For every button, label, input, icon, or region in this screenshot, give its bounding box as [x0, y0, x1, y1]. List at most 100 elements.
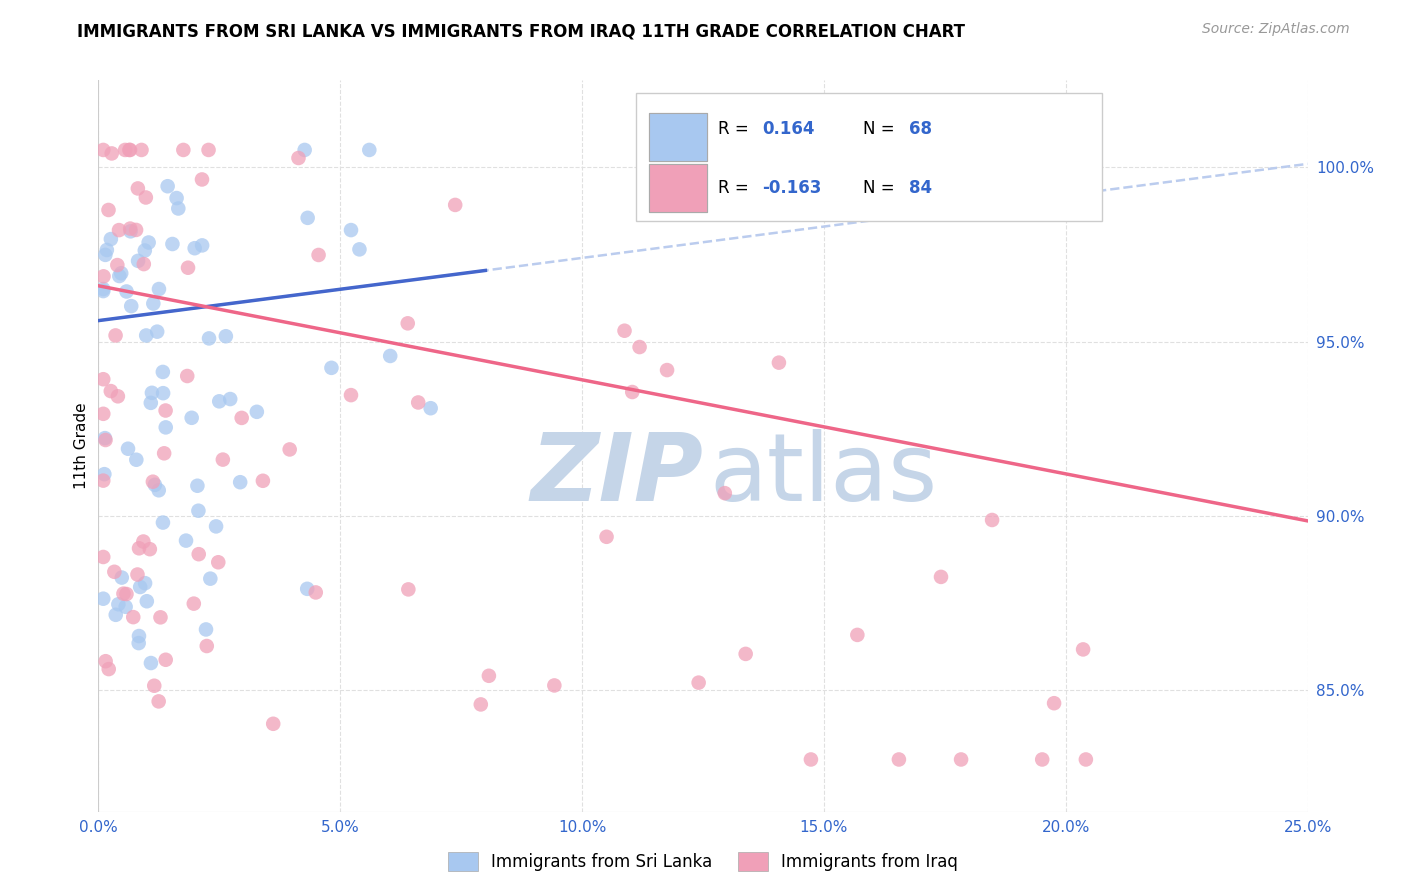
- Point: [207, 555, 229, 569]
- Point: [114, 599, 136, 614]
- Point: [94, 248, 117, 262]
- Point: [128, 629, 150, 643]
- Point: [211, 452, 233, 467]
- Point: [103, 565, 125, 579]
- Point: [155, 403, 177, 417]
- Point: [134, 244, 156, 258]
- Point: [104, 607, 127, 622]
- Point: [139, 542, 162, 557]
- Point: [143, 679, 166, 693]
- Point: [134, 576, 156, 591]
- Point: [107, 597, 129, 611]
- Point: [297, 211, 319, 225]
- Point: [191, 238, 214, 252]
- Point: [91, 407, 114, 421]
- Text: 68: 68: [908, 120, 932, 138]
- Point: [149, 610, 172, 624]
- Point: [340, 223, 363, 237]
- Point: [139, 656, 162, 670]
- Point: [470, 698, 492, 712]
- Point: [120, 221, 142, 235]
- Point: [198, 331, 221, 345]
- Point: [229, 475, 252, 490]
- Point: [929, 570, 952, 584]
- Point: [628, 340, 651, 354]
- Point: [143, 478, 166, 492]
- Point: [419, 401, 441, 416]
- Point: [125, 223, 148, 237]
- Point: [135, 190, 157, 204]
- Point: [846, 628, 869, 642]
- Point: [96, 243, 118, 257]
- Point: [714, 486, 737, 500]
- Point: [176, 369, 198, 384]
- Point: [180, 410, 202, 425]
- Point: [125, 452, 148, 467]
- Point: [231, 411, 253, 425]
- Point: [396, 582, 419, 597]
- Point: [127, 253, 149, 268]
- Point: [148, 694, 170, 708]
- Point: [94, 654, 117, 668]
- Point: [156, 179, 179, 194]
- Point: [152, 386, 174, 401]
- Point: [197, 143, 219, 157]
- Point: [621, 384, 644, 399]
- Point: [177, 260, 200, 275]
- Text: -0.163: -0.163: [762, 178, 821, 197]
- Point: [162, 237, 184, 252]
- Point: [138, 235, 160, 250]
- FancyBboxPatch shape: [648, 113, 707, 161]
- Point: [167, 202, 190, 216]
- Text: atlas: atlas: [709, 429, 938, 521]
- Point: [107, 389, 129, 403]
- Point: [174, 533, 197, 548]
- Text: IMMIGRANTS FROM SRI LANKA VS IMMIGRANTS FROM IRAQ 11TH GRADE CORRELATION CHART: IMMIGRANTS FROM SRI LANKA VS IMMIGRANTS …: [77, 22, 966, 40]
- Point: [359, 143, 381, 157]
- Text: R =: R =: [717, 120, 754, 138]
- Point: [115, 587, 138, 601]
- Point: [152, 365, 174, 379]
- Point: [321, 360, 343, 375]
- Point: [120, 224, 142, 238]
- Point: [148, 282, 170, 296]
- Point: [91, 282, 114, 296]
- Text: 84: 84: [908, 178, 932, 197]
- Point: [191, 172, 214, 186]
- Point: [1071, 642, 1094, 657]
- Point: [118, 143, 141, 157]
- Point: [349, 243, 371, 257]
- Point: [100, 232, 122, 246]
- Point: [950, 752, 973, 766]
- Point: [128, 541, 150, 556]
- Point: [152, 516, 174, 530]
- Point: [688, 675, 710, 690]
- Point: [132, 257, 155, 271]
- Point: [155, 420, 177, 434]
- Point: [1074, 752, 1097, 766]
- Point: [1043, 696, 1066, 710]
- Point: [406, 395, 429, 409]
- Point: [981, 513, 1004, 527]
- Point: [127, 181, 149, 195]
- FancyBboxPatch shape: [648, 164, 707, 212]
- Point: [91, 474, 114, 488]
- Point: [478, 669, 501, 683]
- Point: [135, 328, 157, 343]
- Point: [91, 549, 114, 564]
- Point: [734, 647, 756, 661]
- Point: [135, 594, 157, 608]
- Point: [94, 431, 117, 445]
- Point: [887, 752, 910, 766]
- Point: [396, 316, 419, 330]
- Point: [139, 396, 162, 410]
- Point: [186, 479, 208, 493]
- Point: [100, 146, 122, 161]
- Point: [97, 662, 120, 676]
- Point: [108, 268, 131, 283]
- Point: [294, 143, 316, 157]
- Point: [132, 534, 155, 549]
- Point: [768, 356, 790, 370]
- Point: [97, 202, 120, 217]
- Point: [118, 143, 141, 157]
